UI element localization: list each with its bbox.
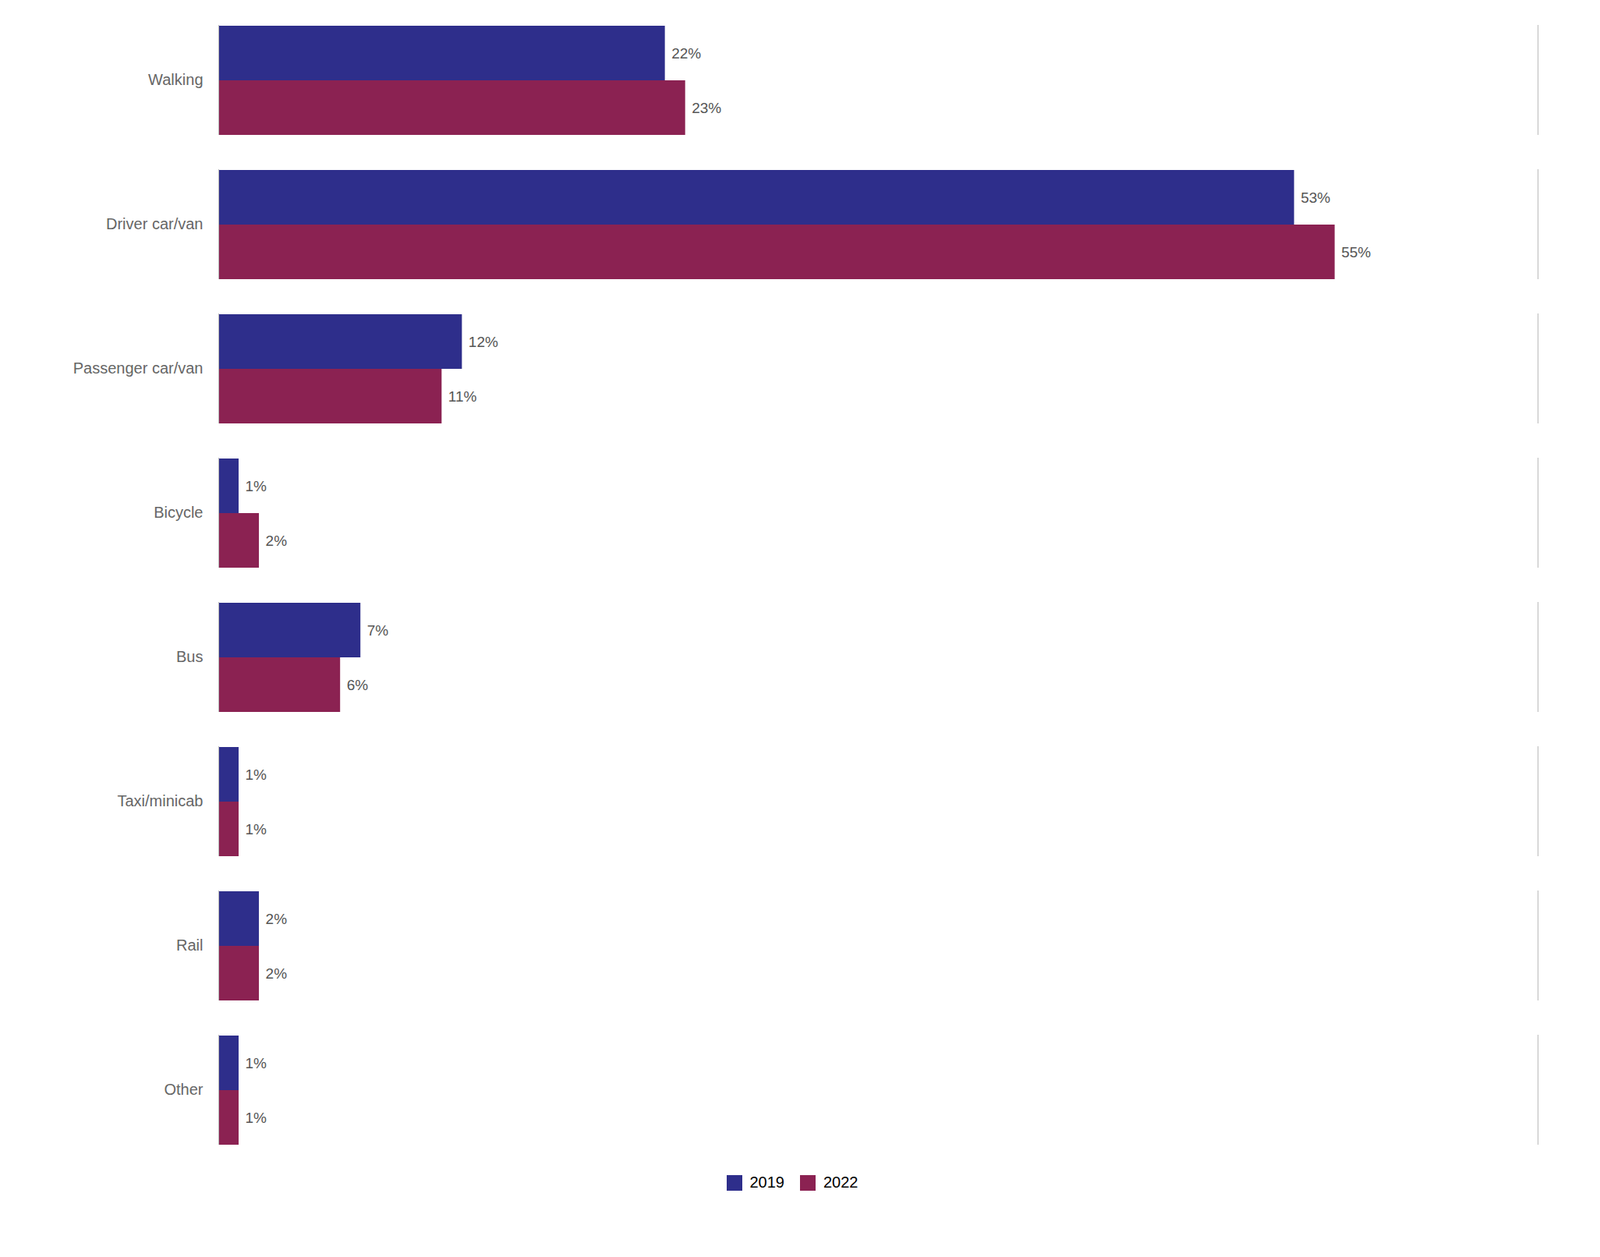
svg-text:Bus: Bus	[176, 647, 203, 666]
svg-text:Passenger car/van: Passenger car/van	[73, 359, 204, 377]
svg-text:2%: 2%	[265, 532, 288, 549]
svg-text:Rail: Rail	[176, 936, 203, 954]
html-text:2022: 2022	[823, 1173, 859, 1191]
svg-text:1%: 1%	[245, 821, 268, 838]
svg-text:6%: 6%	[346, 676, 369, 694]
svg-text:2%: 2%	[265, 910, 288, 928]
svg-text:1%: 1%	[245, 766, 268, 783]
svg-text:12%: 12%	[468, 333, 499, 351]
svg-text:Bicycle: Bicycle	[153, 503, 203, 521]
html-text:2019: 2019	[749, 1173, 785, 1191]
svg-text:55%: 55%	[1341, 244, 1371, 261]
svg-text:Walking: Walking	[148, 70, 203, 89]
svg-text:2%: 2%	[265, 965, 288, 982]
svg-text:7%: 7%	[367, 622, 390, 639]
svg-text:Taxi/minicab: Taxi/minicab	[116, 792, 203, 810]
svg-text:Other: Other	[163, 1080, 203, 1098]
svg-text:1%: 1%	[245, 1109, 268, 1126]
svg-text:53%: 53%	[1300, 189, 1331, 206]
svg-text:1%: 1%	[245, 477, 268, 495]
svg-text:11%: 11%	[448, 388, 478, 405]
svg-text:23%: 23%	[691, 99, 722, 117]
svg-text:Driver car/van: Driver car/van	[106, 215, 203, 233]
svg-text:1%: 1%	[245, 1054, 268, 1072]
svg-text:22%: 22%	[671, 45, 701, 62]
